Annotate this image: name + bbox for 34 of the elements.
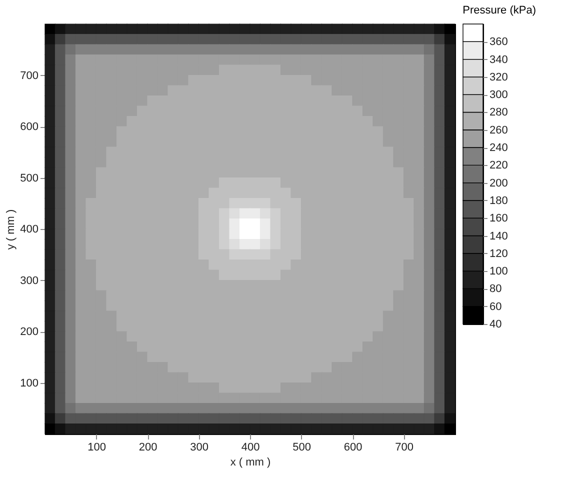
color-bar-label: 200	[490, 177, 508, 190]
color-bar-label: 300	[490, 89, 508, 102]
color-bar-label: 260	[490, 124, 508, 136]
y-tick-label: 500	[20, 172, 38, 184]
x-tick-label: 500	[292, 442, 311, 454]
x-tick-label: 400	[241, 442, 260, 454]
y-tick-label: 400	[20, 224, 38, 236]
x-tick-label: 100	[88, 442, 106, 454]
x-tick-label: 200	[138, 442, 158, 454]
x-tick-label: 600	[344, 442, 362, 454]
color-bar-title: Pressure (kPa)	[462, 4, 536, 17]
color-bar-label: 100	[490, 266, 508, 278]
color-bar-label: 220	[490, 160, 508, 172]
x-tick-label: 700	[395, 442, 414, 454]
color-bar-label: 280	[490, 106, 508, 119]
color-bar-label: 120	[490, 248, 508, 260]
color-bar-label: 180	[490, 194, 508, 207]
y-tick-label: 200	[20, 326, 38, 338]
y-axis-title: y ( mm )	[5, 209, 18, 250]
y-tick-label: 100	[20, 377, 38, 390]
y-tick-label: 700	[20, 70, 38, 82]
color-bar-label: 60	[490, 300, 502, 313]
color-bar-label: 40	[490, 318, 502, 330]
color-bar-label: 340	[490, 54, 508, 66]
color-bar-label: 160	[490, 212, 508, 225]
y-tick-label: 300	[20, 274, 38, 287]
color-bar-label: 140	[490, 230, 508, 242]
color-bar-label: 80	[490, 283, 502, 296]
x-tick-label: 300	[190, 442, 208, 454]
color-bar-label: 320	[490, 71, 508, 84]
color-bar-label: 240	[490, 142, 508, 154]
color-bar-label: 360	[490, 36, 508, 48]
x-axis-title: x ( mm )	[230, 456, 271, 468]
y-tick-label: 600	[20, 121, 38, 133]
